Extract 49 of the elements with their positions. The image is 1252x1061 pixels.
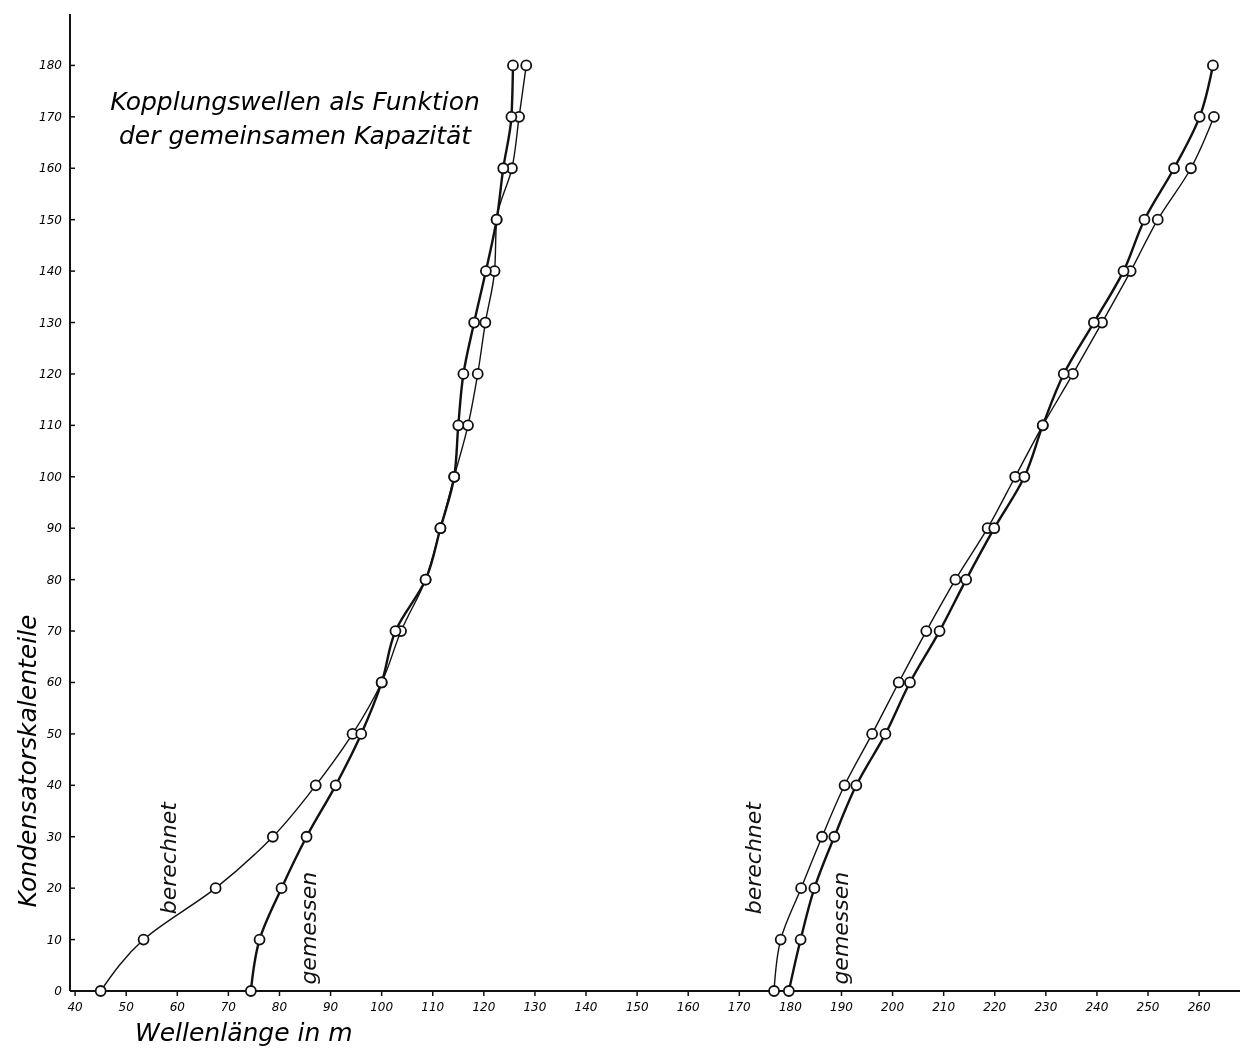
y-tick-label: 30: [46, 829, 63, 844]
y-tick-label: 90: [46, 521, 63, 536]
x-tick-label: 100: [370, 1000, 394, 1014]
text: gemessen: [828, 871, 854, 985]
y-tick-label: 140: [39, 264, 63, 279]
x-tick-label: 180: [778, 1000, 803, 1014]
y-axis-title: Kondensatorskalenteile: [13, 614, 42, 908]
x-tick-label: 250: [1136, 1000, 1160, 1014]
y-tick-label: 130: [39, 315, 63, 330]
x-tick-label: 50: [118, 1000, 135, 1014]
x-tick-label: 150: [625, 1000, 649, 1014]
y-tick-label: 120: [39, 366, 63, 381]
y-tick-label: 0: [54, 984, 63, 998]
y-tick-label: 100: [39, 469, 63, 484]
y-tick-label: 60: [46, 675, 63, 690]
y-tick-label: 180: [39, 58, 63, 73]
x-tick-label: 230: [1034, 1000, 1058, 1014]
y-tick-label: 40: [46, 778, 63, 793]
x-tick-label: 80: [271, 1000, 288, 1014]
x-tick-label: 60: [169, 1000, 186, 1014]
y-tick-label: 150: [39, 212, 63, 227]
x-tick-label: 260: [1187, 1000, 1211, 1014]
text: berechnet: [155, 800, 181, 915]
x-tick-label: 140: [574, 1000, 598, 1014]
y-tick-label: 50: [46, 726, 63, 741]
x-tick-label: 90: [322, 1000, 339, 1014]
x-tick-label: 190: [830, 1000, 854, 1014]
x-tick-label: 200: [881, 1000, 905, 1014]
text: Kopplungswellen als Funktion der gemeinsamen Kapazität: [110, 87, 480, 150]
x-tick-label: 70: [220, 1000, 237, 1014]
y-tick-label: 10: [46, 932, 63, 947]
text: berechnet: [741, 800, 767, 915]
x-tick-label: 160: [676, 1000, 701, 1014]
y-tick-label: 20: [46, 881, 63, 896]
x-tick-label: 40: [67, 1000, 84, 1014]
x-tick-label: 110: [421, 1000, 445, 1014]
x-tick-label: 220: [983, 1000, 1007, 1014]
x-tick-label: 240: [1085, 1000, 1109, 1014]
y-tick-label: 160: [39, 161, 63, 176]
y-tick-label: 70: [46, 624, 63, 639]
x-tick-label: 170: [727, 1000, 752, 1014]
text: gemessen: [295, 871, 321, 985]
x-tick-label: 130: [523, 1000, 547, 1014]
y-tick-label: 80: [46, 572, 63, 587]
y-tick-label: 110: [39, 418, 63, 433]
x-tick-label: 210: [932, 1000, 956, 1014]
x-tick-label: 120: [472, 1000, 496, 1014]
y-tick-label: 170: [39, 109, 63, 124]
x-axis-title: Wellenlänge in m: [135, 1018, 353, 1047]
